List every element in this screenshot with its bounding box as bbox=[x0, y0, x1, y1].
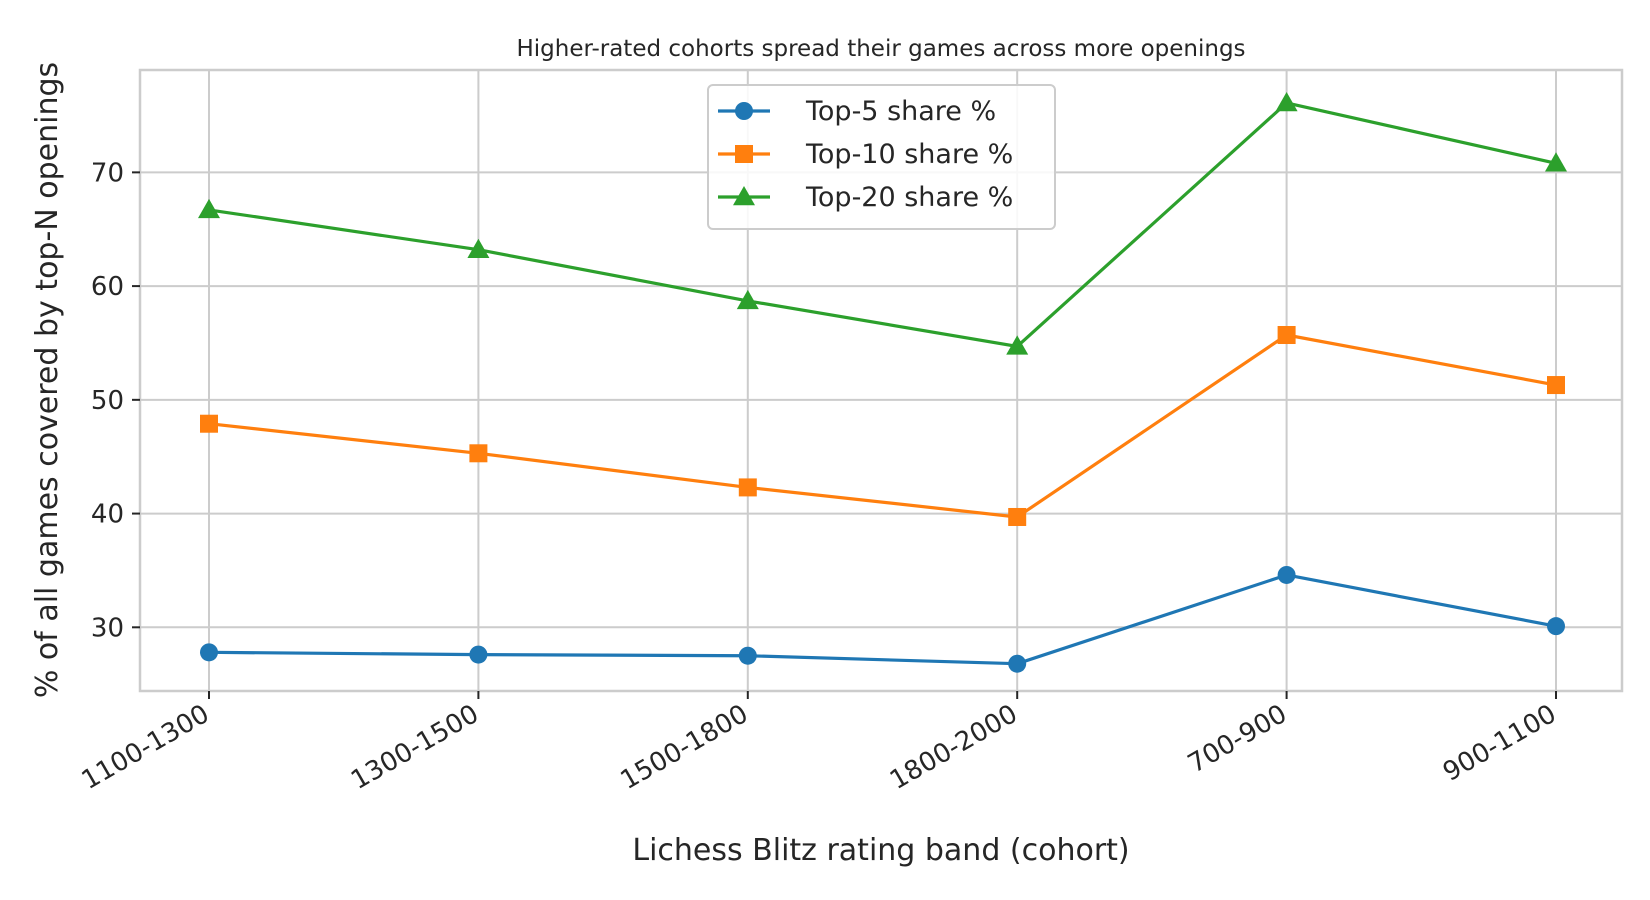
data-point-circle bbox=[200, 643, 218, 662]
legend-item: Top-20 share % bbox=[718, 182, 1013, 213]
legend-box bbox=[707, 84, 1056, 230]
data-point-triangle bbox=[1545, 152, 1567, 172]
x-axis-label: Lichess Blitz rating band (cohort) bbox=[632, 833, 1129, 868]
legend: Top-5 share % Top-10 share % Top-20 share … bbox=[707, 84, 1056, 230]
legend-marker-circle bbox=[735, 102, 753, 120]
series-group bbox=[198, 91, 1567, 673]
series-line bbox=[208, 573, 1557, 666]
data-point-triangle bbox=[1006, 335, 1029, 355]
series-3 bbox=[198, 91, 1567, 355]
series-line bbox=[208, 101, 1557, 348]
y-tick-label: 50 bbox=[91, 386, 124, 416]
x-tick-label: 1500-1800 bbox=[616, 699, 754, 796]
data-point-triangle bbox=[1275, 91, 1298, 112]
x-tick-label: 900-1100 bbox=[1438, 699, 1561, 788]
data-point-square bbox=[200, 414, 218, 433]
x-tick-label: 1100-1300 bbox=[77, 699, 215, 796]
legend-label: Top-5 share % bbox=[805, 96, 996, 127]
series-2 bbox=[200, 326, 1565, 526]
x-axis-ticks: 1100-1300 1300-1500 1500-1800 1800-2000 700-… bbox=[77, 691, 1562, 796]
x-tick-label: 700-900 bbox=[1183, 699, 1292, 779]
legend-item: Top-5 share % bbox=[718, 96, 996, 127]
data-point-square bbox=[469, 444, 488, 463]
series-line bbox=[208, 333, 1557, 519]
data-point-circle bbox=[738, 646, 757, 665]
x-tick-label: 1800-2000 bbox=[885, 699, 1023, 796]
data-point-square bbox=[1547, 376, 1565, 395]
legend-marker-square bbox=[735, 145, 753, 163]
data-point-triangle bbox=[198, 198, 220, 219]
legend-item: Top-10 share % bbox=[718, 139, 1013, 170]
data-point-square bbox=[1277, 326, 1296, 345]
data-point-circle bbox=[1277, 565, 1296, 584]
data-point-circle bbox=[469, 645, 488, 664]
x-tick-label: 1300-1500 bbox=[346, 699, 484, 796]
plot-area-frame bbox=[138, 68, 1624, 693]
y-axis-ticks: 30 40 50 60 70 bbox=[91, 158, 140, 643]
data-point-square bbox=[738, 478, 757, 497]
y-tick-label: 70 bbox=[91, 158, 124, 188]
series-1 bbox=[200, 565, 1565, 673]
data-point-circle bbox=[1547, 617, 1565, 636]
y-tick-label: 30 bbox=[91, 613, 124, 643]
legend-label: Top-20 share % bbox=[805, 182, 1013, 213]
legend-marker-triangle bbox=[733, 186, 755, 206]
data-point-square bbox=[1008, 507, 1027, 526]
data-point-triangle bbox=[736, 289, 759, 310]
y-tick-label: 60 bbox=[91, 272, 124, 302]
y-axis-label: % of all games covered by top-N openings bbox=[30, 62, 65, 698]
legend-label: Top-10 share % bbox=[805, 139, 1013, 170]
y-tick-label: 40 bbox=[91, 500, 124, 530]
data-point-triangle bbox=[467, 238, 490, 258]
data-point-circle bbox=[1008, 654, 1027, 673]
chart-title: Higher-rated cohorts spread their games … bbox=[516, 36, 1245, 62]
